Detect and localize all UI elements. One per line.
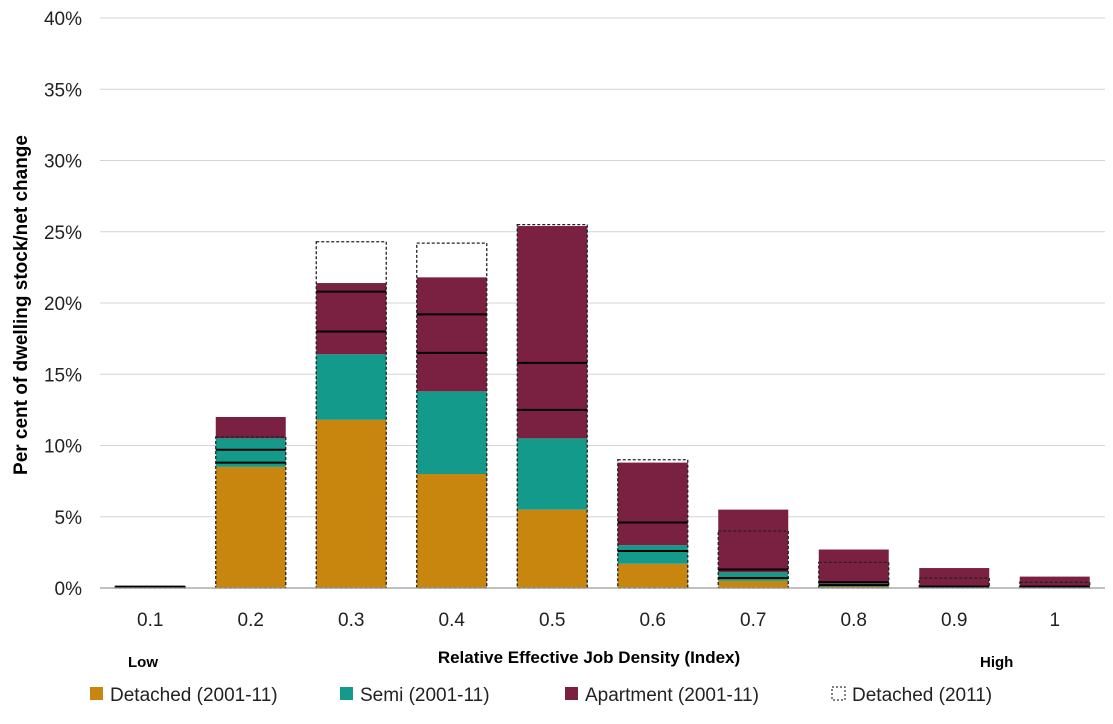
y-tick-label: 30% <box>44 152 82 173</box>
legend-swatch <box>831 686 846 701</box>
x-axis-title: Relative Effective Job Density (Index) <box>438 648 740 667</box>
overlay-outline <box>617 459 689 589</box>
y-tick-label: 35% <box>44 80 82 101</box>
bar-segment <box>416 391 487 474</box>
bar-segment <box>718 572 789 581</box>
legend-label: Semi (2001-11) <box>360 685 490 706</box>
y-tick-label: 10% <box>44 437 82 458</box>
x-tick-label: 0.7 <box>740 610 766 631</box>
legend-label: Detached (2001-11) <box>110 685 278 706</box>
bar-segment <box>617 462 688 546</box>
bar-segment <box>416 474 487 588</box>
bar-segment <box>617 563 688 588</box>
x-tick-label: 0.6 <box>640 610 666 631</box>
bar-segment <box>215 466 286 588</box>
legend-label: Detached (2011) <box>852 685 992 706</box>
x-high-label: High <box>980 654 1013 671</box>
bar-segment <box>316 283 387 355</box>
y-tick-label: 0% <box>55 579 83 600</box>
x-tick-label: 0.9 <box>941 610 967 631</box>
bar-segment <box>316 354 387 420</box>
x-tick-label: 0.8 <box>841 610 867 631</box>
x-low-label: Low <box>128 654 158 671</box>
x-tick-label: 0.2 <box>238 610 264 631</box>
bar-segment <box>517 438 588 510</box>
x-tick-label: 0.4 <box>439 610 466 631</box>
bar-segment <box>718 509 789 573</box>
bar-segment <box>416 277 487 392</box>
y-tick-label: 20% <box>44 294 82 315</box>
x-tick-label: 1 <box>1049 610 1060 631</box>
y-tick-label: 5% <box>55 508 83 529</box>
legend-swatch <box>90 687 103 700</box>
legend: Detached (2001-11) Semi (2001-11) Apartmen… <box>90 685 992 706</box>
bar-segment <box>818 586 889 588</box>
y-axis-title: Per cent of dwelling stock/net change <box>11 135 32 475</box>
legend-label: Apartment (2001-11) <box>585 685 759 706</box>
x-axis-ticks: 0.1 0.2 0.3 0.4 0.5 0.6 0.7 0.8 0.9 1 <box>137 610 1060 631</box>
x-tick-label: 0.3 <box>338 610 364 631</box>
y-tick-label: 40% <box>44 9 82 30</box>
bar-segment <box>919 568 990 587</box>
x-tick-label: 0.5 <box>539 610 565 631</box>
bar-segment <box>215 417 286 439</box>
overlay-outline <box>918 577 990 589</box>
bar-segment <box>316 419 387 588</box>
y-tick-label: 15% <box>44 365 82 386</box>
bars <box>215 226 1090 588</box>
x-tick-label: 0.1 <box>137 610 163 631</box>
bar-segment <box>517 226 588 439</box>
y-tick-label: 25% <box>44 223 82 244</box>
bar-segment <box>517 509 588 588</box>
bar-segment <box>718 580 789 588</box>
legend-swatch <box>340 687 353 700</box>
legend-swatch <box>565 687 578 700</box>
bar-segment <box>818 549 889 584</box>
y-axis-ticks: 0% 5% 10% 15% 20% 25% 30% 35% 40% <box>44 9 82 600</box>
reference-lines <box>115 290 1090 588</box>
bar-segment <box>617 545 688 564</box>
overlay-outline <box>516 223 588 589</box>
overlay-outline <box>416 242 488 589</box>
